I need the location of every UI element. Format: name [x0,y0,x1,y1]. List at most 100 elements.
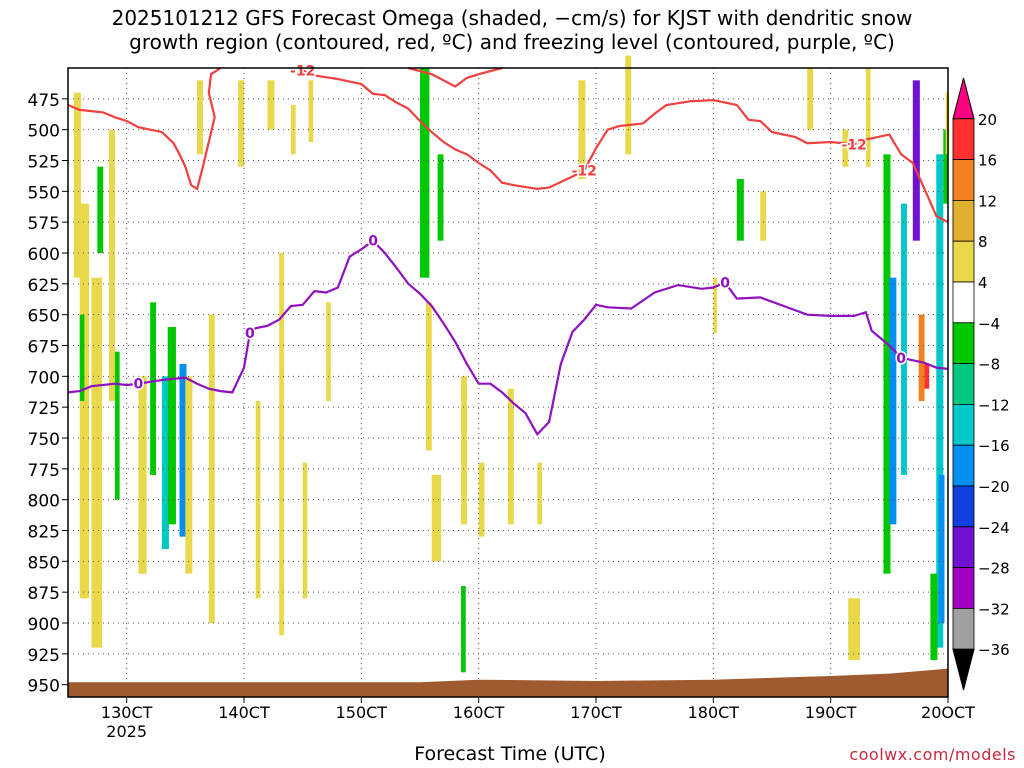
colorbar-label: −8 [978,356,1000,374]
omega-shade-cell [114,351,120,500]
y-tick-label: 475 [28,91,60,111]
y-tick-label: 800 [28,492,60,512]
x-tick-label: 140CT [218,703,270,722]
y-tick-label: 600 [28,245,60,265]
freezing-level-contour-label: 0 [896,351,906,367]
dendritic-contour [408,66,503,88]
omega-shade-cell [848,598,860,660]
colorbar-swatch [952,118,975,161]
y-tick-label: 500 [28,122,60,142]
y-tick-label: 625 [28,276,60,296]
omega-shade-cell [936,154,944,648]
omega-shade-cell [713,277,717,334]
colorbar-swatch [952,363,975,405]
chart-title: 2025101212 GFS Forecast Omega (shaded, −… [0,6,1024,54]
y-tick-label: 950 [28,677,60,697]
x-tick-label: 150CT [336,703,388,722]
omega-shade-cell [578,80,586,179]
omega-shading [73,55,950,673]
omega-shade-cell [179,364,187,537]
omega-shade-cell [326,302,331,401]
omega-shade-cell [302,462,308,599]
colorbar-swatch [952,77,975,120]
omega-shade-cell [760,191,767,241]
y-tick-label: 850 [28,553,60,573]
colorbar-label: −24 [978,519,1010,537]
x-tick-label: 160CT [453,703,505,722]
omega-shade-cell [279,253,284,636]
omega-shade-cell [97,166,104,253]
freezing-level-contour-label: 0 [134,377,144,393]
x-tick-label: 170CT [570,703,622,722]
x-axis-title: Forecast Time (UTC) [414,743,606,765]
colorbar-swatch [952,240,975,283]
colorbar-label: −4 [978,315,1000,333]
omega-shade-cell [420,68,430,278]
omega-shade-cell [461,376,467,525]
omega-shade-cell [807,68,814,130]
y-tick-label: 775 [28,461,60,481]
x-tick-label: 190CT [805,703,857,722]
omega-shade-cell [461,586,466,673]
y-axis: 475 500 525 550 575 600 625 650 675 700 725 750 775 8… [28,91,68,697]
y-tick-label: 875 [28,584,60,604]
y-tick-label: 525 [28,153,60,173]
x-tick-label: 130CT [101,703,153,722]
colorbar-label: −16 [978,437,1010,455]
y-tick-label: 575 [28,214,60,234]
freezing-level-contour [67,239,949,437]
omega-shade-cell [431,475,442,562]
colorbar-label: 20 [978,111,997,129]
omega-shade-cell [842,129,849,167]
y-tick-label: 900 [28,615,60,635]
omega-shade-cell [938,475,945,623]
terrain-fill [68,668,948,697]
omega-shade-cell [912,80,920,241]
y-tick-label: 750 [28,430,60,450]
omega-shade-cell [73,92,81,278]
colorbar-swatch [952,567,975,609]
site-credit: coolwx.com/models [849,745,1016,764]
omega-shade-cell [437,154,444,241]
omega-shade-cell [918,314,925,401]
terrain-band [68,668,948,697]
x-tick-sublabel: 2025 [106,722,147,741]
omega-shade-cell [889,277,897,525]
omega-shade-cell [167,327,176,525]
x-tick-label: 180CT [688,703,740,722]
colorbar-label: −20 [978,478,1010,496]
y-tick-label: 925 [28,646,60,666]
colorbar-swatch [952,444,975,487]
dendritic-contour [67,67,222,191]
omega-shade-cell [267,80,275,130]
omega-shade-cell [924,364,930,389]
omega-shade-cell [883,154,891,574]
y-tick-label: 825 [28,523,60,543]
colorbar-swatch [952,159,975,201]
omega-shade-cell [208,314,215,623]
omega-shade-cell [308,80,314,142]
dendritic-contour [302,69,949,224]
freezing-level-contour-label: 0 [368,234,378,250]
omega-shade-cell [185,376,193,574]
colorbar-label: 4 [978,274,988,292]
colorbar-swatch [952,608,975,650]
omega-shade-cell [625,55,632,155]
y-tick-label: 700 [28,368,60,388]
colorbar-swatch [952,322,975,364]
colorbar-label: 8 [978,233,988,251]
y-tick-label: 550 [28,183,60,203]
plot-frame [67,67,949,698]
omega-shade-cell [150,302,156,475]
omega-shade-cell [901,203,907,475]
y-tick-label: 725 [28,399,60,419]
y-tick-label: 650 [28,307,60,327]
x-tick-label: 20OCT [921,703,975,722]
colorbar-label: −12 [978,396,1010,414]
colorbar: 20 16 12 8 4 −4 −8 −12 −16 −20 −24 −28 −32 −36 [952,77,1010,691]
omega-shade-cell [138,376,147,574]
freezing-level-contour-label: 0 [245,326,255,342]
omega-shade-cell [478,462,485,537]
omega-shade-cell [943,129,948,204]
